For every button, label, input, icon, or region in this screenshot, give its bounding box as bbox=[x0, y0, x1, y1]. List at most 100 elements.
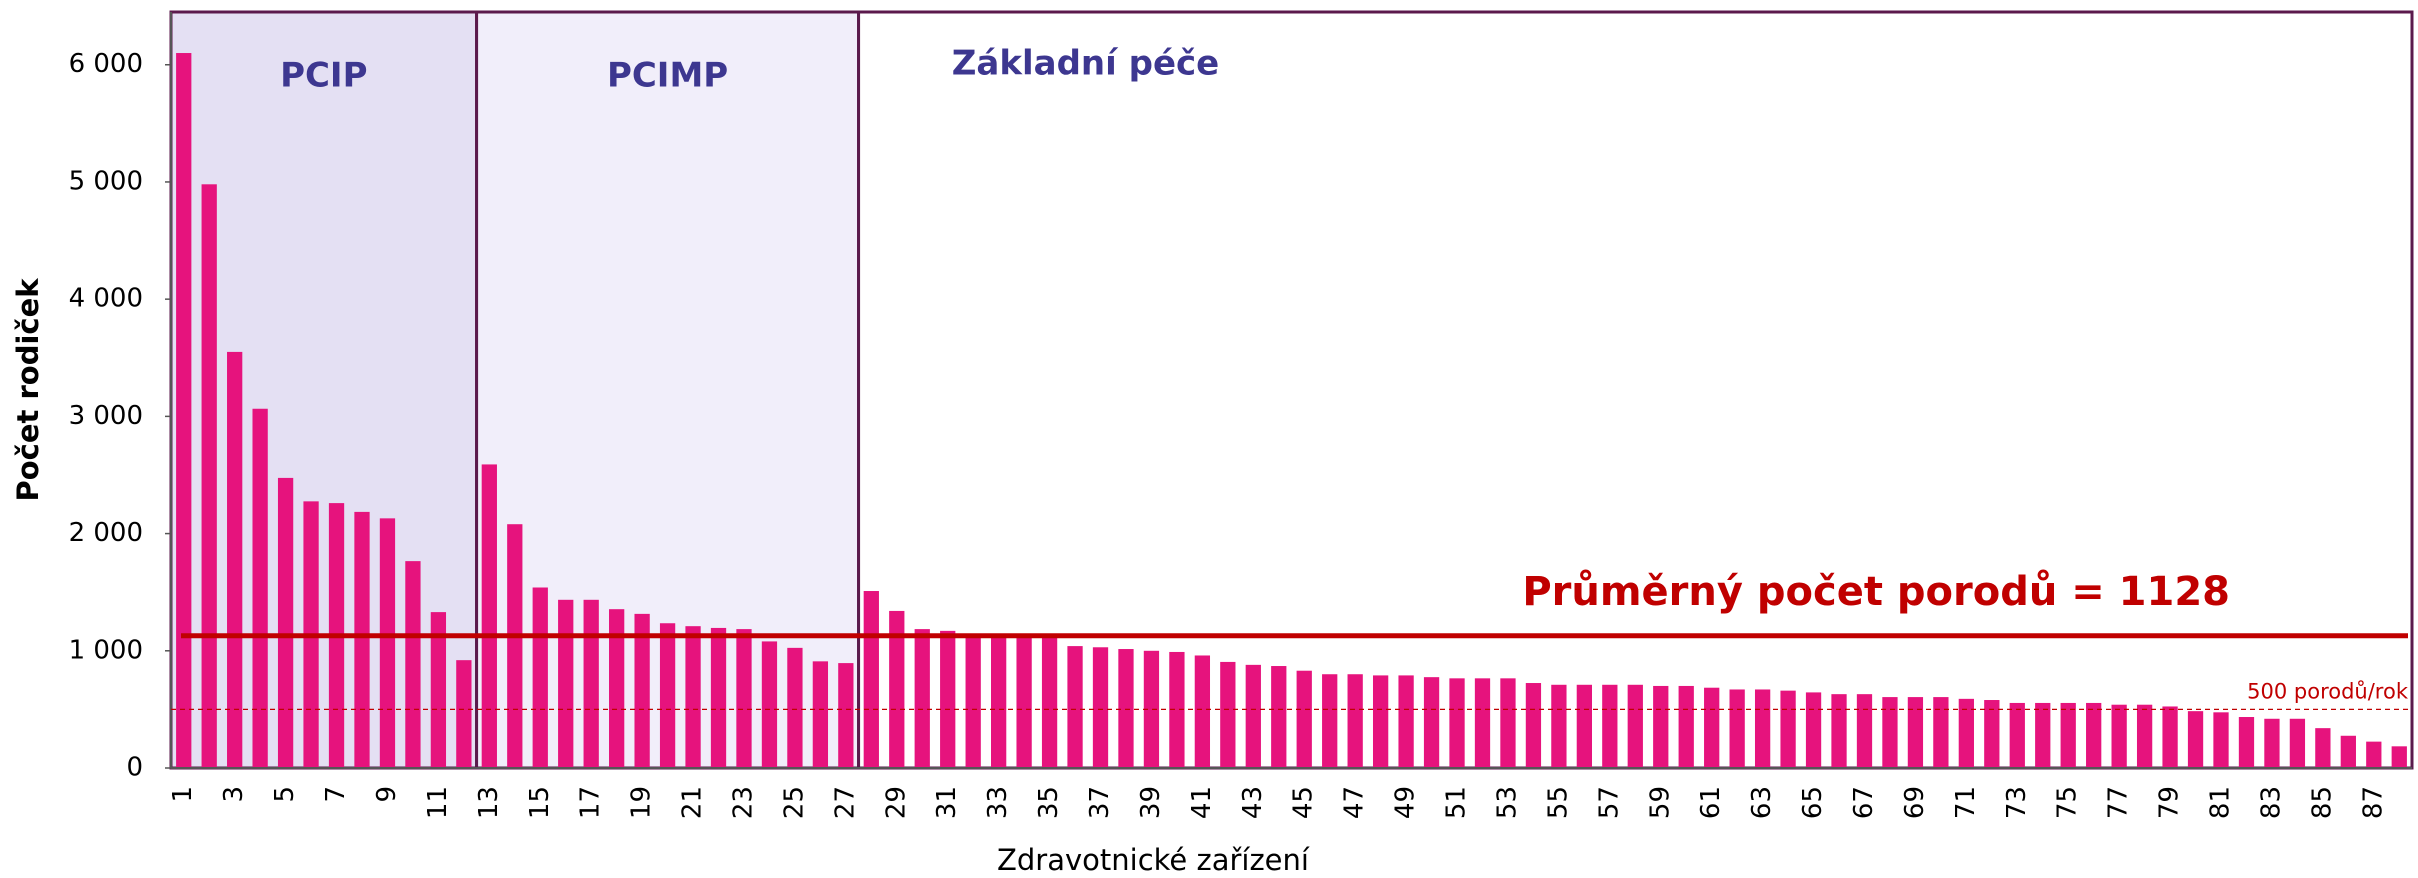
bar bbox=[2162, 706, 2178, 768]
x-tick-label: 7 bbox=[321, 786, 351, 803]
x-tick-label: 9 bbox=[372, 786, 402, 803]
x-tick-label: 35 bbox=[1034, 786, 1064, 819]
bar bbox=[1118, 649, 1134, 768]
bar bbox=[1067, 646, 1083, 768]
region-label: Základní péče bbox=[952, 44, 1219, 84]
x-tick-label: 55 bbox=[1543, 786, 1573, 819]
region-label: PCIP bbox=[280, 56, 367, 96]
bar bbox=[456, 660, 472, 768]
x-tick-label: 81 bbox=[2206, 786, 2236, 819]
bar bbox=[2315, 728, 2331, 768]
x-tick-label: 29 bbox=[881, 786, 911, 819]
y-tick-label: 0 bbox=[126, 753, 143, 783]
bar bbox=[1220, 661, 1236, 768]
bar bbox=[558, 599, 574, 768]
bar bbox=[710, 627, 727, 768]
bar bbox=[1143, 650, 1160, 768]
bar bbox=[1194, 655, 1211, 768]
bar bbox=[1907, 697, 1924, 768]
x-tick-label: 47 bbox=[1340, 786, 1370, 819]
x-tick-label: 65 bbox=[1798, 786, 1828, 819]
average-label: Průměrný počet porodů = 1128 bbox=[1522, 568, 2230, 615]
bar bbox=[2289, 718, 2306, 768]
bar bbox=[227, 351, 243, 768]
bar bbox=[1423, 677, 1440, 768]
bar bbox=[354, 511, 370, 768]
x-tick-label: 73 bbox=[2002, 786, 2032, 819]
x-tick-label: 25 bbox=[779, 786, 809, 819]
bar bbox=[1958, 698, 1974, 768]
bar bbox=[838, 663, 854, 768]
bar bbox=[634, 613, 650, 768]
bar bbox=[1169, 651, 1185, 768]
bar bbox=[2340, 735, 2356, 768]
x-tick-label: 27 bbox=[830, 786, 860, 819]
bar bbox=[609, 609, 625, 768]
x-tick-label: 43 bbox=[1238, 786, 1268, 819]
x-tick-label: 37 bbox=[1085, 786, 1115, 819]
bar bbox=[2035, 702, 2051, 768]
bar bbox=[659, 623, 676, 768]
x-tick-label: 17 bbox=[576, 786, 606, 819]
threshold-label: 500 porodů/rok bbox=[2247, 679, 2409, 703]
x-tick-label: 41 bbox=[1187, 786, 1217, 819]
bar bbox=[2111, 704, 2127, 768]
x-tick-label: 21 bbox=[678, 786, 708, 819]
bar bbox=[252, 408, 268, 768]
bar bbox=[1704, 687, 1720, 768]
bar bbox=[685, 626, 701, 768]
bar bbox=[1092, 647, 1109, 768]
bar bbox=[201, 184, 217, 768]
x-tick-label: 45 bbox=[1289, 786, 1319, 819]
bar bbox=[1551, 684, 1567, 768]
bar bbox=[176, 53, 192, 768]
x-tick-label: 87 bbox=[2358, 786, 2388, 819]
region-box bbox=[169, 10, 479, 770]
region-box bbox=[857, 10, 2414, 770]
x-tick-label: 83 bbox=[2256, 786, 2286, 819]
bar bbox=[532, 587, 548, 768]
x-tick-label: 1 bbox=[168, 786, 198, 803]
x-tick-label: 49 bbox=[1391, 786, 1421, 819]
x-tick-label: 57 bbox=[1594, 786, 1624, 819]
x-tick-label: 79 bbox=[2155, 786, 2185, 819]
x-tick-label: 15 bbox=[525, 786, 555, 819]
bar bbox=[940, 630, 956, 768]
x-tick-label: 5 bbox=[270, 786, 300, 803]
bar bbox=[2009, 702, 2025, 768]
x-tick-label: 31 bbox=[932, 786, 962, 819]
x-tick-label: 67 bbox=[1849, 786, 1879, 819]
bar bbox=[863, 591, 879, 768]
bar bbox=[1449, 678, 1465, 768]
bar bbox=[379, 518, 396, 768]
bar bbox=[405, 561, 421, 768]
bar bbox=[2136, 704, 2153, 768]
bar bbox=[1041, 636, 1058, 768]
bar bbox=[1780, 690, 1796, 768]
y-tick-label: 6 000 bbox=[69, 49, 143, 79]
bar bbox=[583, 599, 599, 768]
bar bbox=[1856, 694, 1873, 768]
bar bbox=[761, 641, 778, 768]
x-tick-label: 19 bbox=[627, 786, 657, 819]
y-tick-label: 4 000 bbox=[69, 284, 143, 314]
bar bbox=[812, 661, 829, 768]
bar bbox=[1805, 692, 1822, 768]
x-tick-label: 23 bbox=[728, 786, 758, 819]
x-tick-label: 13 bbox=[474, 786, 504, 819]
bar bbox=[1347, 674, 1363, 768]
bar bbox=[2366, 741, 2382, 768]
bar bbox=[889, 610, 905, 768]
bar bbox=[1474, 678, 1491, 768]
bar bbox=[991, 636, 1007, 768]
x-tick-label: 77 bbox=[2104, 786, 2134, 819]
bar bbox=[507, 524, 523, 768]
bar bbox=[1398, 675, 1414, 768]
bar bbox=[277, 477, 294, 768]
bar bbox=[2391, 746, 2407, 768]
y-axis-title: Počet rodiček bbox=[11, 278, 45, 502]
x-tick-label: 85 bbox=[2307, 786, 2337, 819]
bar bbox=[2086, 702, 2102, 768]
y-tick-label: 3 000 bbox=[69, 401, 143, 431]
y-tick-label: 5 000 bbox=[69, 166, 143, 196]
